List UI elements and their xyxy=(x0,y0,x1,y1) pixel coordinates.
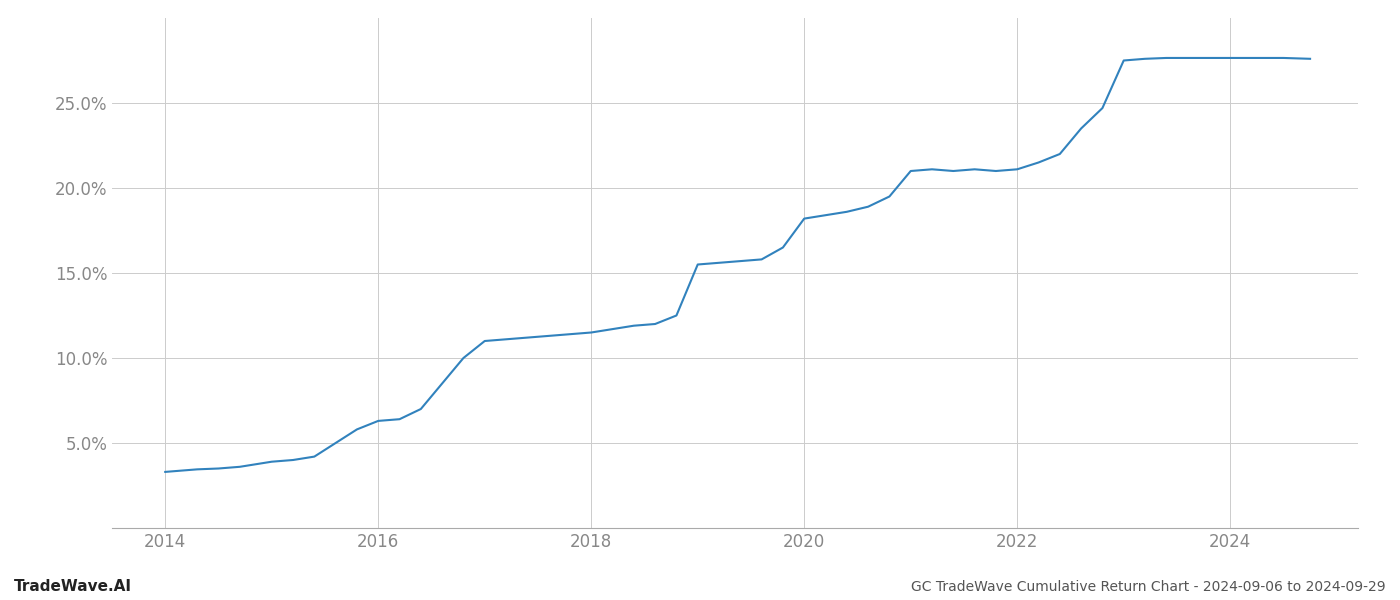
Text: TradeWave.AI: TradeWave.AI xyxy=(14,579,132,594)
Text: GC TradeWave Cumulative Return Chart - 2024-09-06 to 2024-09-29: GC TradeWave Cumulative Return Chart - 2… xyxy=(911,580,1386,594)
